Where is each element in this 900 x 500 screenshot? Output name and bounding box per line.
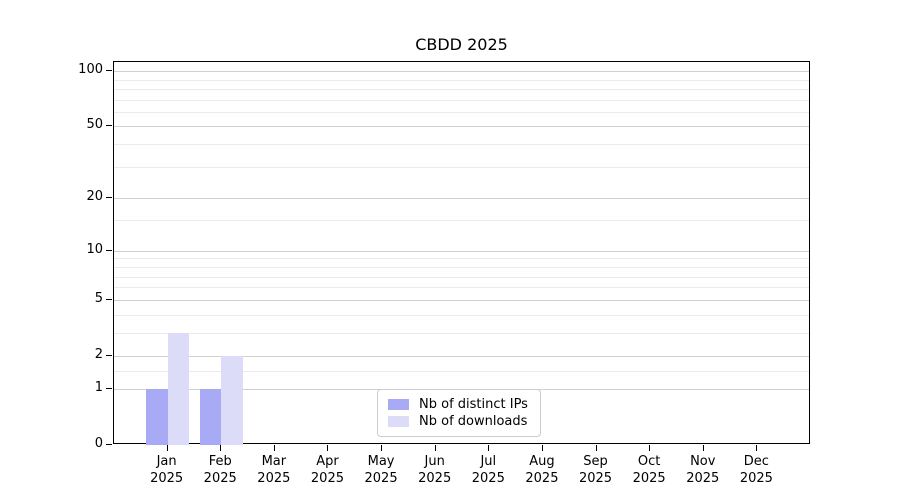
x-tick-label-year: 2025 [418,471,452,486]
minor-gridline [114,79,809,81]
x-tick-label-month: Feb [208,454,232,469]
x-tick-label: Oct 2025 [614,453,684,487]
legend-swatch-downloads [388,416,409,427]
major-gridline [114,299,809,301]
y-tick [106,354,112,356]
y-tick [106,298,112,300]
y-tick [106,125,112,127]
x-tick [595,445,597,451]
minor-gridline [114,258,809,260]
major-gridline [114,355,809,357]
major-gridline [114,250,809,252]
x-tick-label-month: Oct [637,454,661,469]
x-tick-label: Nov 2025 [668,453,738,487]
x-tick-label: Sep 2025 [561,453,631,487]
x-tick-label-year: 2025 [310,471,344,486]
x-tick-label: Jan 2025 [132,453,202,487]
minor-gridline [114,332,809,334]
x-tick-label: Dec 2025 [721,453,791,487]
x-tick-label-year: 2025 [364,471,398,486]
x-tick-label-month: Jul [480,454,497,469]
x-tick [649,445,651,451]
x-tick-label: Apr 2025 [292,453,362,487]
x-tick-label-month: Mar [261,454,287,469]
legend-label: Nb of downloads [419,414,528,429]
x-tick-label-month: Sep [583,454,608,469]
x-tick [488,445,490,451]
y-tick-label: 10 [86,241,103,257]
x-tick-label-year: 2025 [686,471,720,486]
y-tick-label: 5 [94,290,103,306]
major-gridline [114,126,809,128]
x-tick [273,445,275,451]
y-tick [106,70,112,72]
x-tick [220,445,222,451]
x-tick-label-month: Jan [156,454,177,469]
bar-jan-distinct-ips [145,388,168,445]
legend: Nb of distinct IPs Nb of downloads [377,389,541,437]
chart-title: CBDD 2025 [415,35,508,54]
minor-gridline [114,220,809,222]
x-tick-label-year: 2025 [471,471,505,486]
x-tick [381,445,383,451]
y-tick-label: 20 [86,189,103,205]
x-tick-label: Jun 2025 [400,453,470,487]
y-tick [106,197,112,199]
x-tick-label-year: 2025 [578,471,613,486]
minor-gridline [114,287,809,289]
y-tick [106,249,112,251]
legend-entry: Nb of distinct IPs [388,397,528,412]
x-tick-label: May 2025 [346,453,416,487]
x-tick-label-year: 2025 [150,471,184,486]
x-tick-label-year: 2025 [257,471,291,486]
major-gridline [114,198,809,200]
x-tick-label-month: Jun [424,454,445,469]
y-tick-label: 1 [94,379,103,395]
y-tick [106,444,112,445]
minor-gridline [114,266,809,268]
legend-label: Nb of distinct IPs [419,397,528,412]
x-tick [756,445,758,451]
minor-gridline [114,144,809,146]
minor-gridline [114,99,809,101]
x-tick [327,445,329,451]
x-tick-label-month: Nov [690,454,716,469]
x-tick-label-year: 2025 [739,471,773,486]
x-tick-label: Mar 2025 [239,453,309,487]
x-tick-label-month: May [367,454,395,469]
x-tick-label-month: Dec [743,454,769,469]
x-tick [541,445,543,451]
y-tick-label: 2 [94,346,103,362]
minor-gridline [114,111,809,113]
x-tick-label: Jul 2025 [453,453,523,487]
x-tick-label-month: Aug [529,454,555,469]
bar-jan-downloads [167,332,190,445]
y-tick-label: 50 [86,117,103,133]
x-tick-label-year: 2025 [203,471,237,486]
plot-area [113,61,810,445]
x-tick-label-year: 2025 [525,471,559,486]
x-tick-label-year: 2025 [632,471,666,486]
y-tick-label: 0 [94,436,103,451]
x-tick-label-month: Apr [316,454,339,469]
minor-gridline [114,276,809,278]
legend-swatch-distinct-ips [388,399,409,410]
minor-gridline [114,166,809,168]
minor-gridline [114,88,809,90]
x-tick [166,445,168,451]
x-tick [434,445,436,451]
y-tick-label: 100 [78,62,103,78]
x-tick [702,445,704,451]
legend-entry: Nb of downloads [388,414,528,429]
y-tick [106,387,112,389]
bar-feb-distinct-ips [199,388,222,445]
minor-gridline [114,314,809,316]
bar-feb-downloads [221,355,243,445]
x-tick-label: Aug 2025 [507,453,577,487]
x-tick-label: Feb 2025 [185,453,255,487]
minor-gridline [114,370,809,372]
major-gridline [114,71,809,73]
